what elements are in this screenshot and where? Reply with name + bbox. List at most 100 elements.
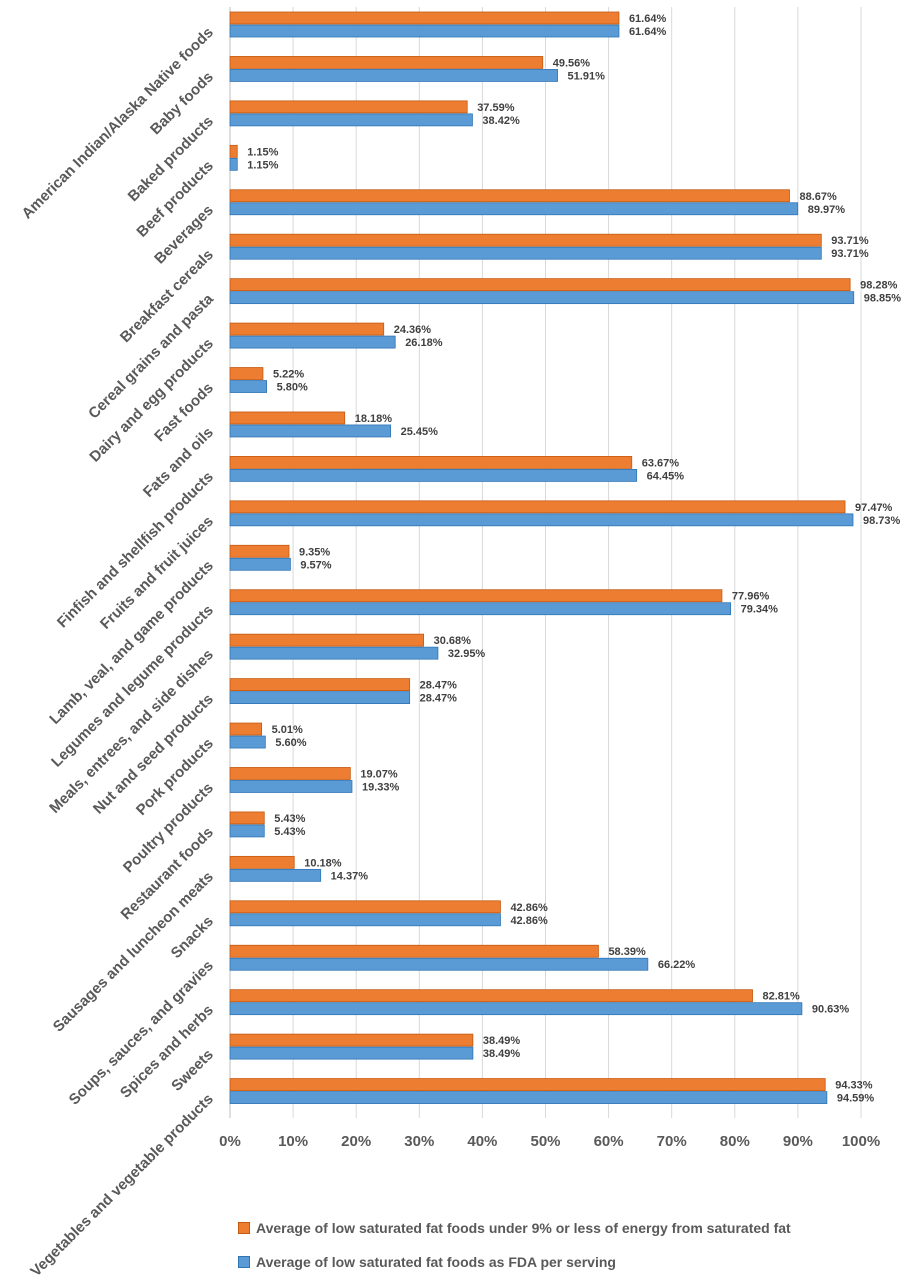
legend-item-series-2: Average of low saturated fat foods as FD… <box>238 1252 898 1272</box>
bar-series-1 <box>229 1078 826 1091</box>
data-label: 18.18% <box>355 413 393 425</box>
x-tick-label: 100% <box>842 1133 880 1150</box>
category-label: Vegetables and vegetable products <box>27 1091 216 1280</box>
legend-swatch-series-2 <box>238 1256 250 1268</box>
bar-series-2 <box>229 69 558 82</box>
data-label: 94.33% <box>835 1080 873 1092</box>
bar-series-2 <box>229 1091 828 1104</box>
data-label: 25.45% <box>401 426 439 438</box>
data-label: 37.59% <box>477 102 515 114</box>
bar-series-1 <box>229 944 599 958</box>
data-label: 9.35% <box>299 546 330 558</box>
x-tick-label: 20% <box>341 1133 371 1150</box>
data-label: 97.47% <box>855 502 893 514</box>
bar-series-2 <box>229 513 854 527</box>
x-tick-label: 10% <box>278 1133 308 1150</box>
data-label: 10.18% <box>304 857 342 869</box>
bar-series-2 <box>229 1046 474 1060</box>
bar-series-1 <box>229 989 753 1003</box>
data-label: 98.85% <box>864 293 902 305</box>
data-label: 93.71% <box>831 248 869 260</box>
x-tick-label: 30% <box>404 1133 434 1150</box>
bar-series-1 <box>229 500 846 514</box>
data-label: 5.43% <box>274 826 305 838</box>
category-label: Meals, entrees, and side dishes <box>46 646 217 817</box>
data-label: 1.15% <box>247 159 278 171</box>
data-label: 98.28% <box>860 280 898 292</box>
bar-series-2 <box>229 957 649 971</box>
bar-series-1 <box>229 544 290 558</box>
bar-series-1 <box>229 278 851 292</box>
bar-series-1 <box>229 322 385 336</box>
legend-label-series-1: Average of low saturated fat foods under… <box>256 1220 791 1236</box>
bar-series-2 <box>229 424 391 438</box>
bar-series-1 <box>229 56 544 69</box>
data-label: 5.43% <box>274 813 305 825</box>
legend-label-series-2: Average of low saturated fat foods as FD… <box>256 1254 616 1270</box>
bar-series-1 <box>229 811 265 825</box>
bar-series-1 <box>229 678 411 691</box>
x-tick-label: 40% <box>467 1133 497 1150</box>
category-label: Legumes and legume products <box>48 602 217 771</box>
data-label: 5.22% <box>273 369 304 381</box>
data-label: 19.33% <box>362 781 400 793</box>
bar-series-1 <box>229 189 790 203</box>
x-axis-ticks: 0% 10% 20% 30% 40% 50% 60% 70% 80% 90% 100% <box>219 1133 880 1150</box>
bar-series-2 <box>229 868 322 882</box>
legend-swatch-series-1 <box>238 1222 250 1234</box>
data-label: 63.67% <box>642 457 680 469</box>
bars: 61.64%61.64% 49.56%51.91% 37.59%38.42% 1.15… <box>229 11 902 1105</box>
bar-series-1 <box>229 11 620 25</box>
data-label: 32.95% <box>448 648 486 660</box>
x-tick-label: 50% <box>530 1133 560 1150</box>
data-label: 79.34% <box>741 604 779 616</box>
bar-series-1 <box>229 900 501 914</box>
bar-series-2 <box>229 380 267 393</box>
x-tick-label: 60% <box>594 1133 624 1150</box>
bar-series-2 <box>229 646 439 660</box>
data-label: 82.81% <box>763 991 801 1003</box>
bar-series-2 <box>229 113 473 127</box>
bar-series-2 <box>229 1002 803 1016</box>
bar-series-1 <box>229 411 346 425</box>
bar-series-2 <box>229 780 353 793</box>
bar-series-2 <box>229 157 238 171</box>
data-label: 58.39% <box>608 946 646 958</box>
legend-item-series-1: Average of low saturated fat foods under… <box>238 1218 898 1238</box>
data-label: 77.96% <box>732 591 770 603</box>
data-label: 38.42% <box>482 115 520 127</box>
data-label: 1.15% <box>247 146 278 158</box>
data-label: 5.60% <box>275 737 306 749</box>
data-label: 9.57% <box>300 559 331 571</box>
data-label: 26.18% <box>405 337 443 349</box>
category-labels: American Indian/Alaska Native foodsBaby … <box>19 24 218 1280</box>
bar-series-2 <box>229 335 396 349</box>
bar-series-2 <box>229 824 265 838</box>
category-label: Lamb, veal, and game products <box>46 557 217 728</box>
bar-series-1 <box>229 100 468 114</box>
data-label: 89.97% <box>808 204 846 216</box>
data-label: 61.64% <box>629 13 667 25</box>
bar-series-2 <box>229 913 501 927</box>
data-label: 94.59% <box>837 1093 875 1105</box>
data-label: 28.47% <box>420 680 458 692</box>
bar-series-1 <box>229 367 264 380</box>
data-label: 98.73% <box>863 515 901 527</box>
data-label: 30.68% <box>434 635 472 647</box>
bar-series-1 <box>229 722 263 736</box>
data-label: 38.49% <box>483 1035 521 1047</box>
bar-series-2 <box>229 202 799 216</box>
data-label: 49.56% <box>553 57 591 69</box>
category-label: Finfish and shellfish products <box>54 468 217 631</box>
data-label: 51.91% <box>568 70 606 82</box>
bar-series-1 <box>229 767 351 780</box>
data-label: 64.45% <box>647 470 685 482</box>
bar-series-2 <box>229 246 822 260</box>
x-tick-label: 70% <box>657 1133 687 1150</box>
bar-series-2 <box>229 691 411 704</box>
bar-series-1 <box>229 233 822 247</box>
data-label: 19.07% <box>360 768 398 780</box>
data-label: 5.01% <box>272 724 303 736</box>
